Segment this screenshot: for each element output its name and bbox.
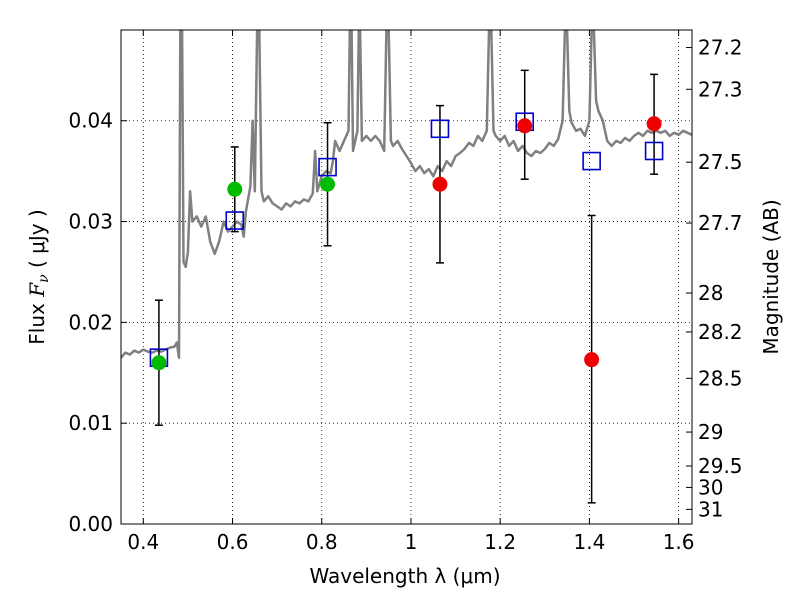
model-square-point (644, 141, 664, 161)
y2-tick-label: 28.5 (698, 366, 743, 390)
x-tick-label: 0.8 (306, 530, 338, 554)
y2-axis-label: Magnitude (AB) (759, 199, 783, 354)
y2-tick-label: 29.5 (698, 454, 743, 478)
y2-tick-label: 29 (698, 420, 723, 444)
spectrum-line (121, 30, 692, 359)
grid-lines (121, 30, 692, 524)
y2-tick-label: 27.3 (698, 77, 743, 101)
x-tick-label: 1.4 (573, 530, 605, 554)
x-tick-label: 0.6 (217, 530, 249, 554)
y2-tick-label: 27.2 (698, 36, 743, 60)
x-tick-label: 1.2 (484, 530, 516, 554)
observed-circle-point (517, 118, 533, 134)
tick-labels: 0.4 0.6 0.8 1 1.2 1.4 1.6 0.00 0.01 0.02 0.03 0.04 2… (68, 36, 742, 554)
y-tick-label: 0.01 (68, 411, 113, 435)
axes (120, 29, 693, 525)
x-tick-label: 1.6 (663, 530, 695, 554)
observed-circle-point (584, 352, 600, 368)
y-tick-label: 0.03 (68, 210, 113, 234)
y-tick-label: 0.00 (68, 512, 113, 536)
observed-circle-point (646, 116, 662, 132)
y2-tick-label: 28 (698, 281, 723, 305)
observed-circle-point (151, 355, 167, 371)
observed-circle-point (320, 176, 336, 192)
y2-tick-label: 27.5 (698, 150, 743, 174)
y2-tick-label: 30 (698, 475, 723, 499)
model-square-point (318, 157, 337, 177)
model-square-point (430, 119, 450, 139)
y-tick-label: 0.02 (68, 310, 113, 334)
y-tick-label: 0.04 (68, 109, 113, 133)
model-square-point (225, 211, 245, 230)
observed-circle-point (227, 181, 243, 197)
y2-tick-label: 27.7 (698, 211, 743, 235)
y2-tick-label: 31 (698, 497, 723, 521)
y2-tick-label: 28.2 (698, 320, 743, 344)
model-square-point (582, 151, 601, 171)
observed-circle-point (432, 176, 448, 192)
plot-frame (120, 29, 693, 525)
x-tick-label: 0.4 (127, 530, 159, 554)
x-tick-label: 1 (405, 530, 418, 554)
x-axis-label: Wavelength λ (μm) (309, 564, 500, 588)
y-axis-label: Flux Fν ( μJy ) (25, 209, 52, 344)
plot-area (121, 30, 692, 359)
